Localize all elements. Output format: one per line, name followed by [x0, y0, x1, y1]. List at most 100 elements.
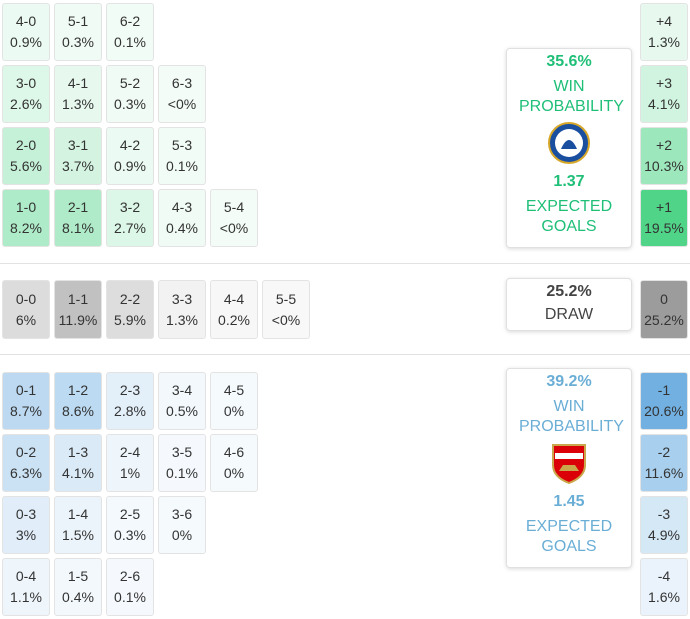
score: 4-2: [119, 137, 141, 153]
score-cell: 1-0 8.2%: [2, 189, 50, 247]
probability: 8.6%: [62, 403, 94, 419]
probability: 2.7%: [114, 220, 146, 236]
score: 2-6: [119, 568, 141, 584]
score: -1: [657, 382, 671, 398]
probability: 0%: [171, 527, 193, 543]
probability: 0.1%: [166, 158, 198, 174]
score-cell: 4-2 0.9%: [106, 127, 154, 185]
score: 6-2: [119, 13, 141, 29]
score-cell: 6-2 0.1%: [106, 3, 154, 61]
score: 4-0: [15, 13, 37, 29]
score-cell: 4-6 0%: [210, 434, 258, 492]
probability: 0.3%: [114, 527, 146, 543]
score-cell: 1-3 4.1%: [54, 434, 102, 492]
score: 3-0: [15, 75, 37, 91]
score-cell: 4-4 0.2%: [210, 280, 258, 339]
probability: <0%: [219, 220, 249, 236]
score-cell: 3-2 2.7%: [106, 189, 154, 247]
score-cell: 1-1 11.9%: [54, 280, 102, 339]
separator: [0, 354, 690, 355]
probability: 3.7%: [62, 158, 94, 174]
score-cell: 3-4 0.5%: [158, 372, 206, 430]
probability: 5.6%: [10, 158, 42, 174]
probability: 2.6%: [10, 96, 42, 112]
probability: 4.9%: [648, 527, 680, 543]
score: 3-2: [119, 199, 141, 215]
score: 2-1: [67, 199, 89, 215]
score-cell: 4-5 0%: [210, 372, 258, 430]
probability: 0.2%: [218, 311, 250, 328]
score: 4-4: [223, 290, 245, 307]
margin-cell: -4 1.6%: [640, 558, 688, 616]
xg-label: EXPECTED GOALS: [525, 518, 613, 555]
score: 0-0: [15, 290, 37, 307]
probability: <0%: [167, 96, 197, 112]
score: 1-5: [67, 568, 89, 584]
score: 1-4: [67, 506, 89, 522]
score: 3-5: [171, 444, 193, 460]
win-label: WIN PROBABILITY: [519, 78, 624, 115]
probability: 4.1%: [648, 96, 680, 112]
win-probability: 35.6%: [546, 53, 592, 70]
score: 2-3: [119, 382, 141, 398]
separator: [0, 263, 690, 264]
margin-cell: +2 10.3%: [640, 127, 688, 185]
score-cell: 3-5 0.1%: [158, 434, 206, 492]
team-badge: [548, 122, 590, 164]
score: 1-3: [67, 444, 89, 460]
probability: 3%: [15, 527, 37, 543]
score: 3-1: [67, 137, 89, 153]
score: 5-2: [119, 75, 141, 91]
score: 2-4: [119, 444, 141, 460]
score-cell: 3-6 0%: [158, 496, 206, 554]
home-summary: 35.6% WIN PROBABILITY 1.37 EXPECTED GOAL…: [506, 48, 632, 248]
win-label: WIN PROBABILITY: [519, 398, 624, 435]
team-badge: [552, 444, 586, 485]
probability: <0%: [271, 311, 301, 328]
score-cell: 2-5 0.3%: [106, 496, 154, 554]
score-cell: 0-4 1.1%: [2, 558, 50, 616]
score: 4-6: [223, 444, 245, 460]
probability: 20.6%: [644, 403, 684, 419]
probability: 6.3%: [10, 465, 42, 481]
score-cell: 0-1 8.7%: [2, 372, 50, 430]
probability: 1.3%: [62, 96, 94, 112]
score: 3-3: [171, 290, 193, 307]
probability: 4.1%: [62, 465, 94, 481]
probability: 0.1%: [114, 34, 146, 50]
probability: 8.7%: [10, 403, 42, 419]
score: 5-4: [223, 199, 245, 215]
score: +3: [656, 75, 672, 91]
probability: 0%: [223, 465, 245, 481]
score-cell: 1-5 0.4%: [54, 558, 102, 616]
score-cell: 3-3 1.3%: [158, 280, 206, 339]
probability: 1%: [119, 465, 141, 481]
score: -2: [657, 444, 671, 460]
score: +2: [656, 137, 672, 153]
xg-label: EXPECTED GOALS: [525, 198, 613, 235]
score: 0-4: [15, 568, 37, 584]
score: 0-2: [15, 444, 37, 460]
probability: 0.4%: [166, 220, 198, 236]
expected-goals: 1.37: [553, 173, 585, 190]
away-summary: 39.2% WIN PROBABILITY 1.45 EXPECTED GOAL…: [506, 368, 632, 568]
draw-label: DRAW: [544, 306, 594, 323]
score: 4-1: [67, 75, 89, 91]
win-probability: 39.2%: [546, 373, 592, 390]
expected-goals: 1.45: [553, 493, 585, 510]
score-cell: 0-0 6%: [2, 280, 50, 339]
score-cell: 6-3 <0%: [158, 65, 206, 123]
score-cell: 2-3 2.8%: [106, 372, 154, 430]
probability: 0.3%: [114, 96, 146, 112]
score-cell: 3-1 3.7%: [54, 127, 102, 185]
score: 3-6: [171, 506, 193, 522]
probability: 11.9%: [58, 311, 98, 328]
probability: 25.2%: [644, 311, 684, 328]
score-cell: 1-4 1.5%: [54, 496, 102, 554]
probability: 5.9%: [114, 311, 146, 328]
score-cell: 5-1 0.3%: [54, 3, 102, 61]
score-cell: 5-3 0.1%: [158, 127, 206, 185]
score-cell: 4-0 0.9%: [2, 3, 50, 61]
probability: 1.1%: [10, 589, 42, 605]
